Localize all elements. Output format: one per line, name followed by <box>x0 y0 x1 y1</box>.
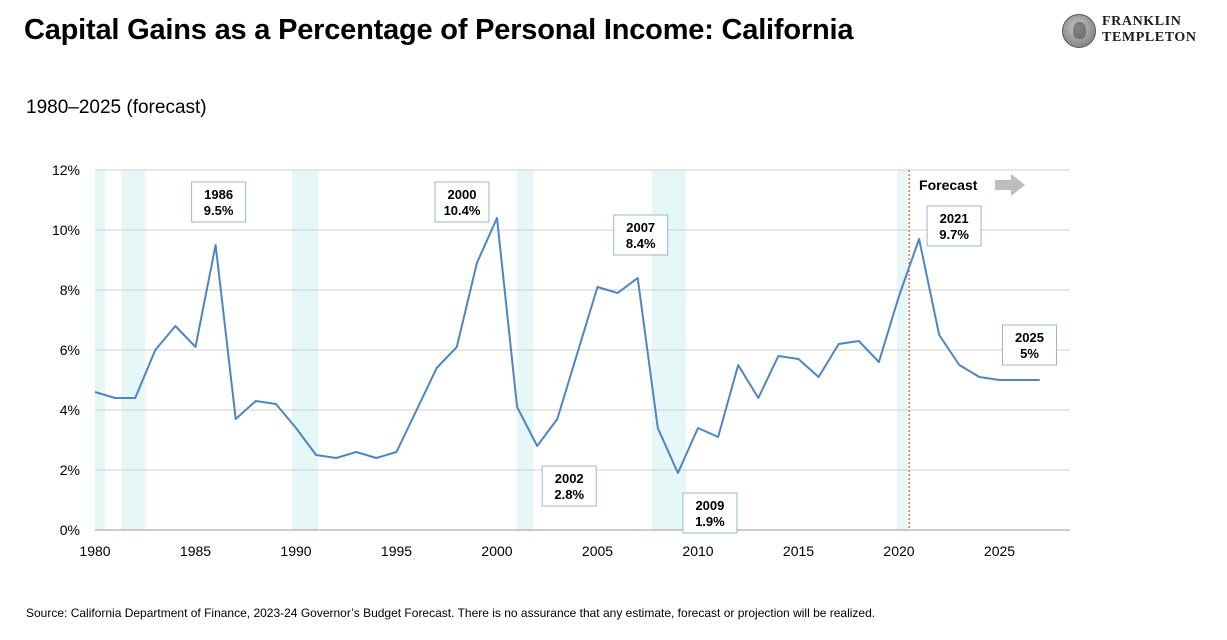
annotation-box-2025 <box>1002 324 1057 366</box>
annotation-year-1986: 1986 <box>204 187 233 202</box>
franklin-templeton-logo: FRANKLIN TEMPLETON <box>1062 14 1212 48</box>
annotation-value-2000: 10.4% <box>444 203 481 218</box>
y-tick-label: 8% <box>60 282 80 298</box>
page-title: Capital Gains as a Percentage of Persona… <box>24 14 854 46</box>
x-tick-label: 2005 <box>582 543 613 559</box>
annotation-box-1986 <box>191 181 247 223</box>
annotation-value-2009: 1.9% <box>695 514 725 529</box>
y-tick-label: 10% <box>52 222 80 238</box>
y-tick-label: 12% <box>52 162 80 178</box>
annotation-value-2002: 2.8% <box>554 487 584 502</box>
annotation-year-2002: 2002 <box>555 471 584 486</box>
y-tick-label: 2% <box>60 462 80 478</box>
forecast-marker: Forecast <box>908 170 1026 530</box>
annotation-year-2007: 2007 <box>626 220 655 235</box>
annotation-box-2009 <box>682 492 738 534</box>
x-tick-label: 1985 <box>180 543 211 559</box>
logo-line-1: FRANKLIN <box>1102 14 1182 29</box>
axes: 0% 2% 4% 6% 8% 10% 12% 1980 1985 1990 1995 2000 2005… <box>52 162 1070 559</box>
logo-line-2: TEMPLETON <box>1102 30 1197 45</box>
series-line <box>94 217 1040 474</box>
x-tick-label: 2015 <box>783 543 814 559</box>
forecast-label: Forecast <box>919 177 978 193</box>
x-tick-label: 1990 <box>280 543 311 559</box>
annotation-year-2021: 2021 <box>940 211 969 226</box>
gridlines <box>95 169 1070 471</box>
annotation-box-2007 <box>613 214 669 256</box>
annotation-box-2021 <box>926 205 982 247</box>
annotation-value-1986: 9.5% <box>204 203 234 218</box>
annotation-year-2000: 2000 <box>448 187 477 202</box>
x-tick-label: 2020 <box>883 543 914 559</box>
x-tick-label: 2025 <box>984 543 1015 559</box>
y-tick-label: 4% <box>60 402 80 418</box>
x-tick-label: 1980 <box>79 543 110 559</box>
x-tick-label: 2010 <box>682 543 713 559</box>
y-tick-label: 6% <box>60 342 80 358</box>
annotation-box-2000 <box>434 181 490 223</box>
source-note: Source: California Department of Finance… <box>26 606 876 620</box>
annotation-value-2025: 5% <box>1020 346 1039 361</box>
series-capital-gains-line <box>94 217 1040 474</box>
forecast-arrow-icon <box>995 174 1026 196</box>
annotation-year-2009: 2009 <box>695 498 724 513</box>
annotation-value-2021: 9.7% <box>939 227 969 242</box>
benjamin-franklin-seal-icon <box>1062 14 1096 48</box>
annotation-value-2007: 8.4% <box>626 236 656 251</box>
x-tick-label: 2000 <box>481 543 512 559</box>
y-tick-label: 0% <box>60 522 80 538</box>
annotation-year-2025: 2025 <box>1015 330 1044 345</box>
x-tick-label: 1995 <box>381 543 412 559</box>
page-subtitle: 1980–2025 (forecast) <box>26 97 207 118</box>
annotation-box-2002 <box>541 465 597 507</box>
